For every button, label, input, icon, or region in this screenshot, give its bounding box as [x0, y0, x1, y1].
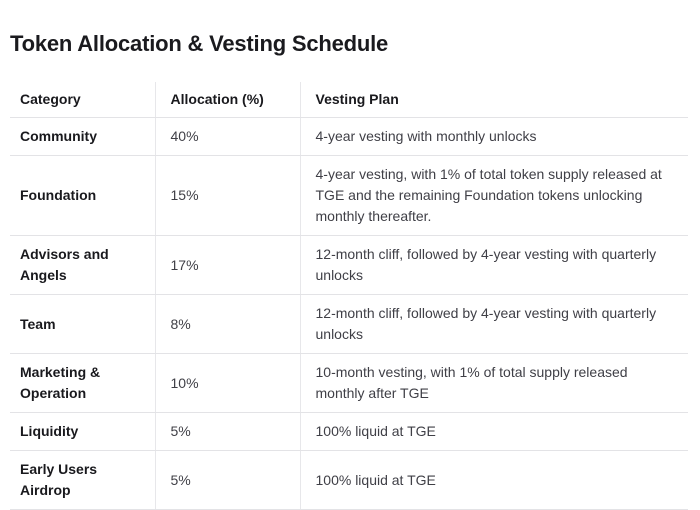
vesting-plan-cell: 100% liquid at TGE — [299, 412, 688, 451]
category-cell: Early Users Airdrop — [10, 450, 155, 510]
column-header-category: Category — [10, 82, 155, 118]
vesting-plan-cell: 4-year vesting with monthly unlocks — [299, 117, 688, 156]
table-row: Marketing & Operation 10% 10-month vesti… — [10, 353, 688, 413]
page-title: Token Allocation & Vesting Schedule — [10, 31, 389, 56]
category-cell: Marketing & Operation — [10, 353, 155, 413]
allocation-cell: 8% — [154, 294, 300, 354]
vesting-plan-cell: 12-month cliff, followed by 4-year vesti… — [299, 235, 688, 295]
table-row: Team 8% 12-month cliff, followed by 4-ye… — [10, 294, 688, 354]
vesting-plan-cell: 100% liquid at TGE — [299, 450, 688, 510]
allocation-cell: 10% — [154, 353, 300, 413]
table-row: Foundation 15% 4-year vesting, with 1% o… — [10, 155, 688, 236]
allocation-cell: 40% — [154, 117, 300, 156]
allocation-cell: 5% — [154, 450, 300, 510]
allocation-cell: 15% — [154, 155, 300, 236]
table-row: Liquidity 5% 100% liquid at TGE — [10, 412, 688, 451]
category-cell: Foundation — [10, 155, 155, 236]
table-row: Advisors and Angels 17% 12-month cliff, … — [10, 235, 688, 295]
allocation-cell: 17% — [154, 235, 300, 295]
category-cell: Community — [10, 117, 155, 156]
token-allocation-table: Category Allocation (%) Vesting Plan Com… — [10, 82, 688, 510]
table-row: Early Users Airdrop 5% 100% liquid at TG… — [10, 450, 688, 510]
category-cell: Liquidity — [10, 412, 155, 451]
vesting-plan-cell: 10-month vesting, with 1% of total suppl… — [299, 353, 688, 413]
column-header-vesting-plan: Vesting Plan — [299, 82, 688, 118]
vesting-plan-cell: 12-month cliff, followed by 4-year vesti… — [299, 294, 688, 354]
category-cell: Team — [10, 294, 155, 354]
category-cell: Advisors and Angels — [10, 235, 155, 295]
table-header-row: Category Allocation (%) Vesting Plan — [10, 82, 688, 118]
allocation-cell: 5% — [154, 412, 300, 451]
vesting-plan-cell: 4-year vesting, with 1% of total token s… — [299, 155, 688, 236]
column-header-allocation: Allocation (%) — [154, 82, 300, 118]
table-row: Community 40% 4-year vesting with monthl… — [10, 117, 688, 156]
